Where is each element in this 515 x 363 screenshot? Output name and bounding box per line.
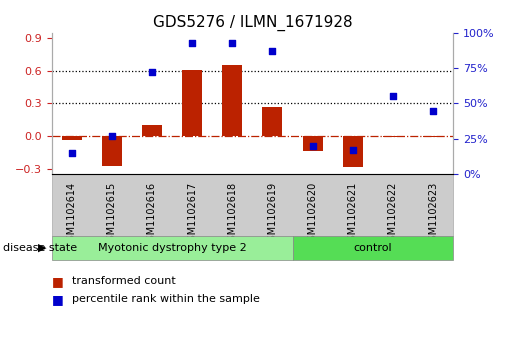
Point xyxy=(349,147,357,153)
Point xyxy=(108,133,116,139)
Text: ■: ■ xyxy=(52,275,63,288)
Text: ▶: ▶ xyxy=(38,243,46,253)
Point xyxy=(228,40,236,45)
Point xyxy=(429,107,437,113)
Bar xyxy=(343,136,363,167)
Bar xyxy=(222,65,243,136)
Bar xyxy=(182,70,202,136)
Text: transformed count: transformed count xyxy=(72,276,176,286)
Point xyxy=(188,40,196,45)
Text: percentile rank within the sample: percentile rank within the sample xyxy=(72,294,260,305)
Bar xyxy=(383,136,403,137)
Text: ■: ■ xyxy=(52,293,63,306)
Title: GDS5276 / ILMN_1671928: GDS5276 / ILMN_1671928 xyxy=(152,15,352,31)
Point xyxy=(268,48,277,54)
Bar xyxy=(102,136,122,166)
Text: Myotonic dystrophy type 2: Myotonic dystrophy type 2 xyxy=(98,243,246,253)
Bar xyxy=(423,136,443,137)
Bar xyxy=(303,136,322,151)
Bar xyxy=(142,125,162,136)
Point xyxy=(148,69,156,75)
Point xyxy=(389,94,397,99)
Text: disease state: disease state xyxy=(3,243,77,253)
Point xyxy=(308,143,317,149)
Bar xyxy=(62,136,81,140)
Bar xyxy=(263,107,282,136)
Text: control: control xyxy=(353,243,392,253)
Point xyxy=(67,150,76,156)
